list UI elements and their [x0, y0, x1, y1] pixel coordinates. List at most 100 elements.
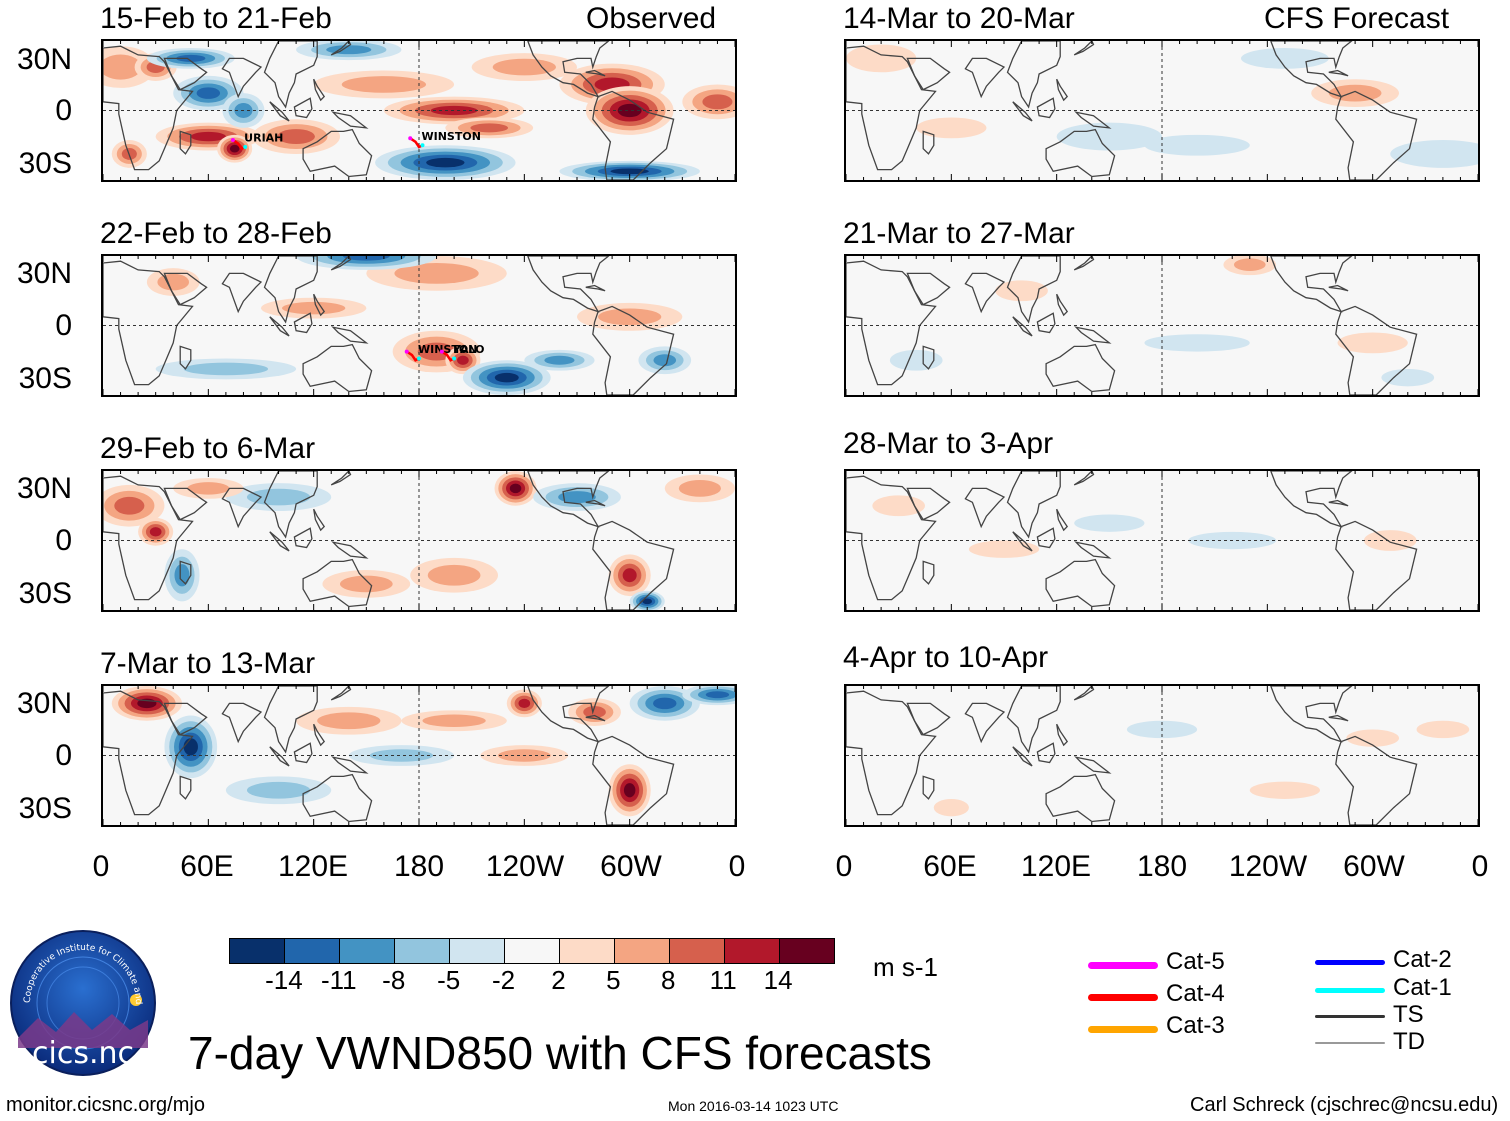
coastline: [585, 284, 606, 292]
wind-anomaly-patch: [916, 117, 987, 139]
wind-anomaly-patch: [577, 302, 683, 331]
coastline: [592, 90, 675, 180]
colorbar-tick-label: 11: [709, 965, 737, 995]
legend-swatch: [1088, 994, 1158, 1001]
wind-anomaly-patch: [1249, 781, 1320, 799]
wind-anomaly-patch: [559, 160, 700, 180]
coastline: [1073, 471, 1095, 486]
map-panel-observed-1: URIAH WINSTON: [101, 39, 737, 182]
storm-label: YALO: [452, 343, 484, 356]
coastline: [1073, 686, 1095, 701]
coastline: [1270, 471, 1353, 528]
main-title: 7-day VWND850 with CFS forecasts: [188, 1027, 932, 1079]
logo-text: cics.nc: [32, 1036, 134, 1071]
legend-label: TS: [1393, 1001, 1424, 1028]
coastline: [1074, 541, 1112, 559]
wind-anomaly-patch: [1346, 729, 1399, 747]
wind-anomaly-patch: [252, 119, 340, 154]
wind-anomaly-patch: [1363, 530, 1417, 551]
coastline: [592, 305, 675, 395]
wind-anomaly-patch: [682, 686, 735, 706]
coastline: [263, 41, 318, 109]
coastline: [585, 714, 606, 722]
coastline: [1036, 527, 1056, 549]
coastline: [179, 775, 192, 800]
colorbar-tick-label: 5: [606, 965, 621, 995]
legend-swatch: [1315, 988, 1385, 993]
map-panel-forecast-1: [844, 39, 1480, 182]
coastline: [269, 101, 290, 122]
coastline: [293, 312, 313, 334]
coastline: [269, 531, 290, 552]
coastline: [527, 471, 610, 528]
map-canvas: URIAH WINSTON: [103, 41, 735, 180]
coastline: [302, 128, 373, 178]
lon-label: 0: [728, 850, 746, 883]
map-canvas: [846, 471, 1478, 610]
wind-anomaly-patch: [111, 686, 182, 721]
storm-track: URIAH: [230, 132, 283, 151]
coastline: [964, 272, 1006, 314]
legend-swatch: [1315, 1015, 1385, 1018]
wind-anomaly-patch: [296, 41, 402, 61]
wind-anomaly-patch: [146, 268, 200, 296]
coastline: [585, 69, 606, 77]
lat-label: 0: [55, 524, 72, 557]
lon-label: 60W: [1343, 850, 1405, 883]
wind-anomaly-patch: [889, 349, 943, 371]
wind-anomaly-patch: [348, 745, 455, 766]
map-canvas: [846, 256, 1478, 395]
wind-anomaly-patch: [164, 549, 200, 602]
colorbar-tick-label: -8: [382, 965, 406, 995]
footer-url[interactable]: monitor.cicsnc.org/mjo: [6, 1094, 205, 1116]
lon-label: 120E: [277, 850, 349, 883]
coastline: [293, 742, 313, 764]
storm-label: WINSTON: [418, 343, 477, 356]
lon-label: 120W: [1228, 850, 1308, 883]
wind-anomaly-patch: [296, 706, 402, 735]
wind-anomaly-patch: [585, 86, 674, 135]
colorbar-tick-label: 2: [551, 965, 566, 995]
coastline: [1006, 471, 1061, 539]
wind-anomaly-patch: [313, 70, 455, 99]
wind-anomaly-patch: [872, 495, 925, 517]
coastline: [906, 57, 951, 91]
coastline: [1056, 293, 1069, 317]
coastline: [163, 57, 208, 91]
coastline: [1045, 773, 1116, 823]
wind-anomaly-patch: [608, 554, 651, 597]
coastline: [527, 256, 610, 313]
coastline: [1056, 508, 1069, 532]
coastline: [846, 690, 937, 816]
panel-title: 29-Feb to 6-Mar: [100, 432, 316, 465]
colorbar-tick-label: 8: [661, 965, 676, 995]
coastline: [1074, 326, 1112, 344]
lon-label: 60E: [180, 850, 234, 883]
legend-label: Cat-1: [1393, 974, 1452, 1001]
coastline: [269, 746, 290, 767]
lon-label: 120E: [1020, 850, 1092, 883]
legend-label: Cat-5: [1166, 948, 1225, 975]
coastline: [1045, 558, 1116, 608]
wind-anomaly-patch: [1144, 134, 1250, 156]
coastline: [302, 343, 373, 393]
lat-label: 30S: [18, 362, 72, 395]
coastline: [313, 508, 326, 532]
wind-anomaly-patch: [164, 715, 218, 779]
coastline: [1328, 284, 1349, 292]
wind-anomaly-patch: [471, 53, 577, 81]
coastline: [1006, 41, 1061, 109]
panel-title: 22-Feb to 28-Feb: [100, 217, 332, 250]
coastline: [592, 520, 675, 610]
coastline: [1335, 90, 1418, 180]
lon-label: 60E: [923, 850, 977, 883]
map-canvas: [103, 686, 735, 825]
footer-timestamp: Mon 2016-03-14 1023 UTC: [668, 1098, 839, 1114]
colorbar-tick-label: -14: [265, 965, 303, 995]
coastline: [313, 78, 326, 102]
coastline: [293, 527, 313, 549]
map-panel-observed-3: [101, 469, 737, 612]
coastline: [1036, 742, 1056, 764]
coastline: [1073, 41, 1095, 56]
coastline: [846, 475, 937, 601]
